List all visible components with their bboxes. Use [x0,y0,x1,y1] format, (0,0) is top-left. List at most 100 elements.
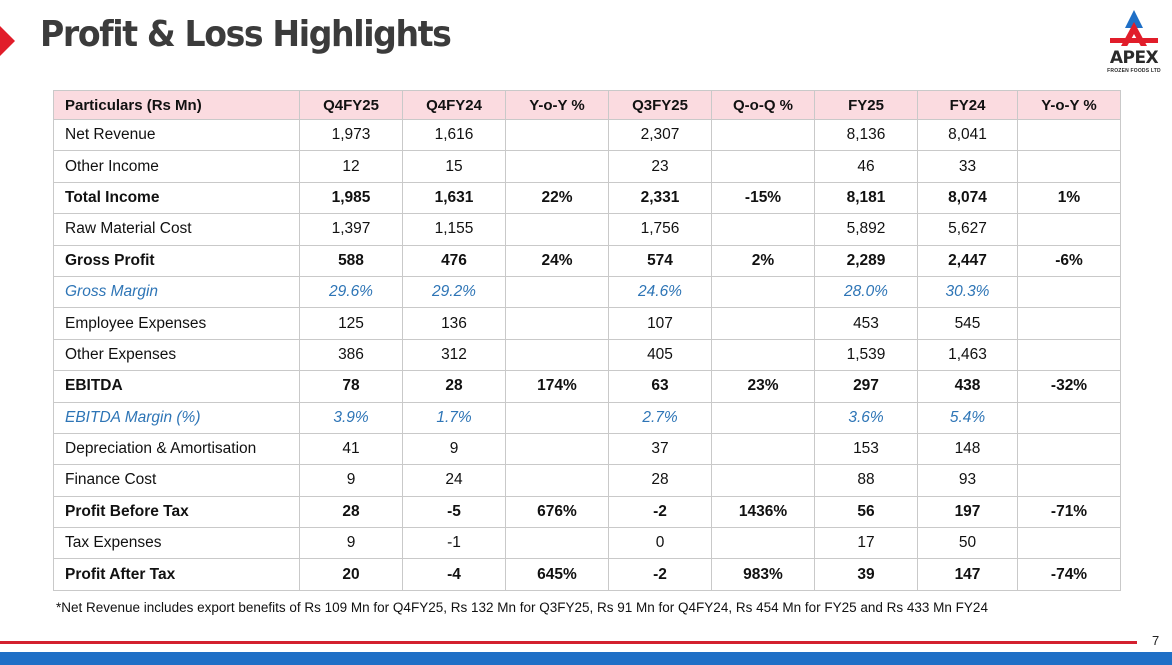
table-cell: 24 [402,464,506,497]
table-cell [711,464,815,497]
table-cell [1017,401,1121,434]
table-cell [711,338,815,372]
row-label: Gross Margin [53,275,300,309]
table-cell: 386 [299,338,403,372]
table-cell: 2,289 [814,244,918,277]
table-cell: -6% [1017,244,1121,277]
table-cell: 9 [402,432,506,466]
table-cell: 28 [299,495,403,529]
table-cell: 17 [814,527,918,560]
column-header: Q-o-Q % [711,90,815,120]
table-row: Gross Profit 588 476 24% 574 2% 2,289 2,447 -6% [53,244,1121,277]
table-cell: -4 [402,558,506,591]
table-cell [505,275,609,309]
table-row: Finance Cost 9 24 28 88 93 [53,464,1121,497]
row-label: Other Expenses [53,338,300,372]
table-cell [505,527,609,560]
table-cell [505,118,609,152]
table-cell: 12 [299,150,403,183]
table-row: Raw Material Cost 1,397 1,155 1,756 5,892 5,6… [53,213,1121,246]
table-cell: 20 [299,558,403,591]
table-cell: 0 [608,527,712,560]
table-cell: 15 [402,150,506,183]
table-cell: 28 [608,464,712,497]
table-cell [711,118,815,152]
table-cell: 41 [299,432,403,466]
table-row: Tax Expenses 9 -1 0 17 50 [53,527,1121,560]
table-cell: -15% [711,181,815,215]
table-row: EBITDA 78 28 174% 63 23% 297 438 -32% [53,370,1121,403]
table-cell: 1,973 [299,118,403,152]
row-label: Gross Profit [53,244,300,277]
title-arrow-icon [0,26,15,56]
table-cell: 28.0% [814,275,918,309]
table-cell: -74% [1017,558,1121,591]
table-cell: 476 [402,244,506,277]
table-cell: 24% [505,244,609,277]
column-header: Q3FY25 [608,90,712,120]
table-cell: 9 [299,464,403,497]
table-cell: 8,181 [814,181,918,215]
table-cell: 438 [917,370,1018,403]
table-cell: 8,041 [917,118,1018,152]
table-cell [505,150,609,183]
logo-subtitle: FROZEN FOODS LTD [1107,68,1161,74]
row-label: EBITDA Margin (%) [53,401,300,434]
table-cell: 1,397 [299,213,403,246]
table-cell: 983% [711,558,815,591]
table-cell: 2.7% [608,401,712,434]
table-cell: 3.9% [299,401,403,434]
table-cell: 5,892 [814,213,918,246]
table-cell: 30.3% [917,275,1018,309]
table-row: Net Revenue 1,973 1,616 2,307 8,136 8,041 [53,118,1121,152]
table-cell: 37 [608,432,712,466]
table-cell: 88 [814,464,918,497]
table-cell: -1 [402,527,506,560]
apex-logo-icon [1110,10,1158,50]
table-cell [505,464,609,497]
table-cell [505,213,609,246]
table-cell: 148 [917,432,1018,466]
footnote: *Net Revenue includes export benefits of… [56,600,988,615]
row-label: Profit After Tax [53,558,300,591]
table-cell: 2% [711,244,815,277]
table-cell: 33 [917,150,1018,183]
table-row: Depreciation & Amortisation 41 9 37 153 148 [53,432,1121,466]
table-cell [711,150,815,183]
table-cell: -71% [1017,495,1121,529]
table-cell: 676% [505,495,609,529]
row-label: Raw Material Cost [53,213,300,246]
table-cell: 1,756 [608,213,712,246]
row-label: Employee Expenses [53,307,300,340]
table-cell: 107 [608,307,712,340]
table-cell: -2 [608,558,712,591]
table-cell [505,432,609,466]
column-header: FY25 [814,90,918,120]
table-cell: 5.4% [917,401,1018,434]
column-header: Y-o-Y % [1017,90,1121,120]
table-cell: 24.6% [608,275,712,309]
column-header: Q4FY24 [402,90,506,120]
table-cell [711,275,815,309]
table-cell: 574 [608,244,712,277]
table-cell: 50 [917,527,1018,560]
table-cell: 78 [299,370,403,403]
table-cell: 453 [814,307,918,340]
table-cell: -5 [402,495,506,529]
table-cell [711,401,815,434]
table-cell: 8,074 [917,181,1018,215]
table-cell: 1.7% [402,401,506,434]
table-cell: 297 [814,370,918,403]
row-label: Total Income [53,181,300,215]
table-cell: 1,463 [917,338,1018,372]
table-cell [1017,432,1121,466]
row-label: Tax Expenses [53,527,300,560]
row-label: Profit Before Tax [53,495,300,529]
table-cell [1017,275,1121,309]
table-cell: 29.6% [299,275,403,309]
table-cell: 174% [505,370,609,403]
column-header: Y-o-Y % [505,90,609,120]
row-label: EBITDA [53,370,300,403]
table-row: Other Expenses 386 312 405 1,539 1,463 [53,338,1121,372]
table-cell: 125 [299,307,403,340]
